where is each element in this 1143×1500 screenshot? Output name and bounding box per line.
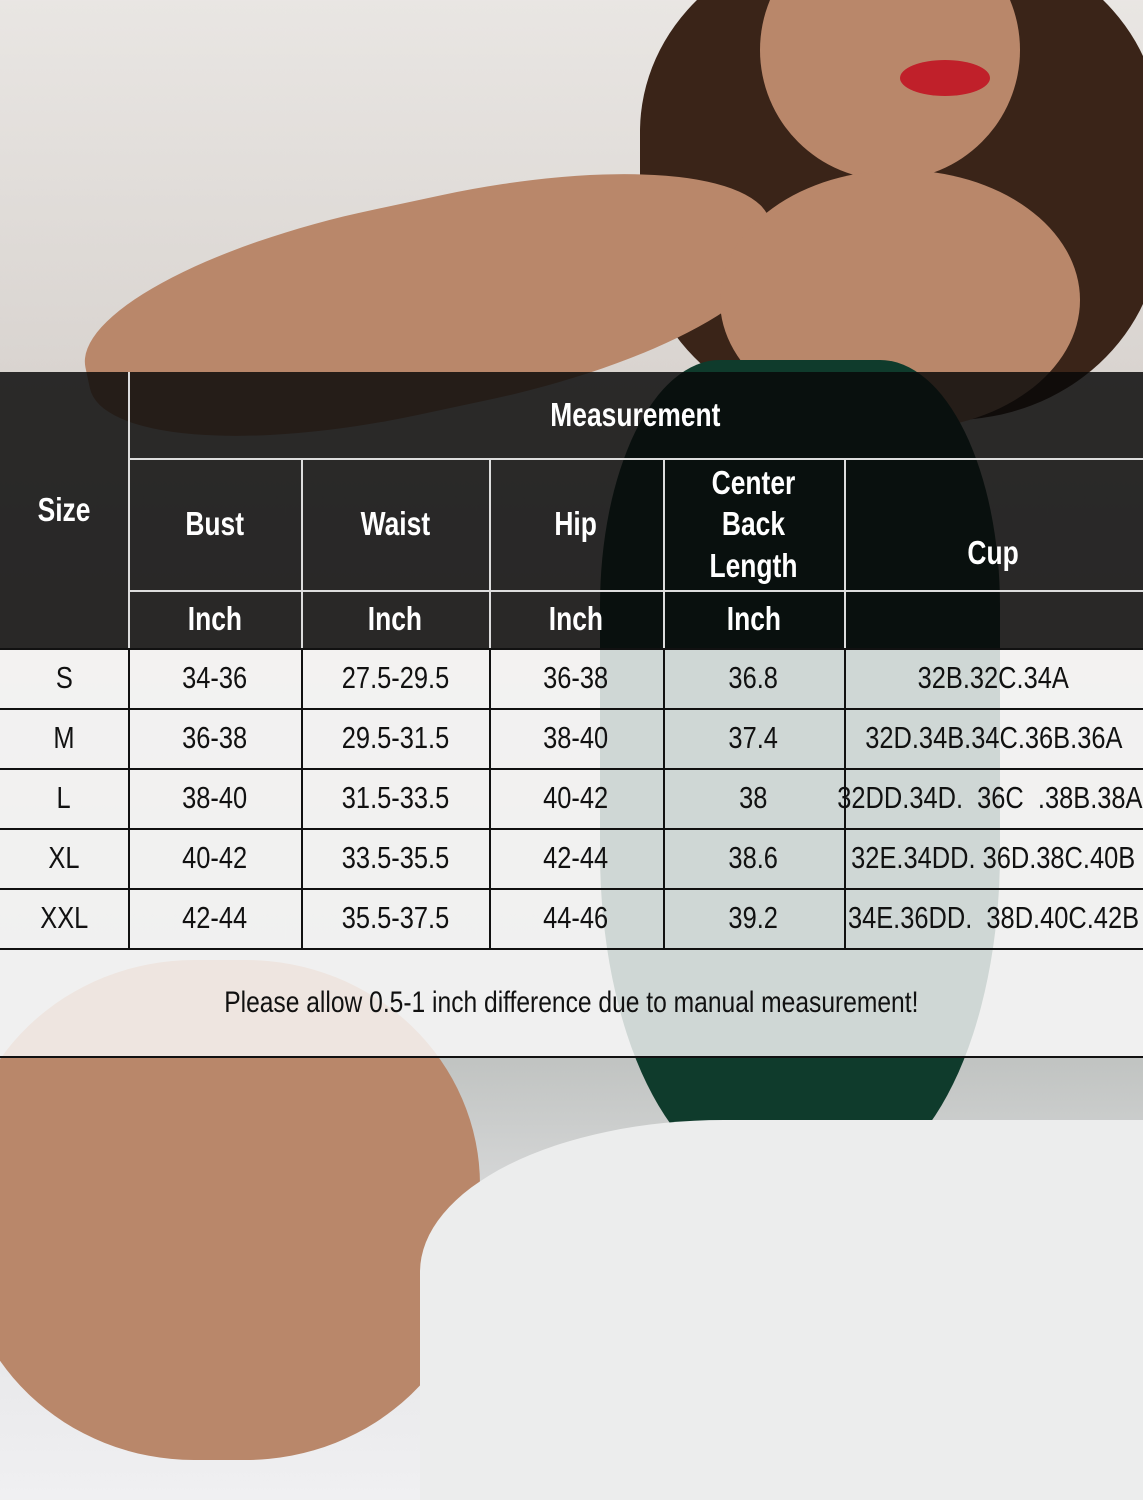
cell-length: 38 xyxy=(739,780,768,815)
measurement-header: Measurement xyxy=(550,396,721,434)
column-header-hip: Hip xyxy=(554,505,598,543)
cell-waist: 27.5-29.5 xyxy=(341,660,449,695)
cell-size: M xyxy=(53,720,75,755)
cell-waist: 29.5-31.5 xyxy=(341,720,449,755)
cell-hip: 40-42 xyxy=(543,780,609,815)
cell-waist: 33.5-35.5 xyxy=(341,840,449,875)
measurement-note: Please allow 0.5-1 inch difference due t… xyxy=(224,986,919,1019)
cell-hip: 42-44 xyxy=(543,840,609,875)
cell-bust: 36-38 xyxy=(181,720,248,755)
unit-label: Inch xyxy=(367,600,423,638)
cell-size: L xyxy=(56,780,72,815)
cell-waist: 35.5-37.5 xyxy=(341,900,449,935)
unit-label: Inch xyxy=(548,600,604,638)
column-header-waist: Waist xyxy=(360,505,430,543)
cell-size: XXL xyxy=(39,900,89,935)
cell-cup: 32B.32C.34A xyxy=(917,660,1070,695)
lips xyxy=(900,60,990,96)
cell-hip: 44-46 xyxy=(543,900,609,935)
cell-length: 38.6 xyxy=(728,840,779,875)
unit-label: Inch xyxy=(726,600,781,638)
unit-label: Inch xyxy=(187,600,242,638)
cell-cup: 32E.34DD. 36D.38C.40B xyxy=(851,840,1136,875)
cell-length: 36.8 xyxy=(728,660,779,695)
column-header-bust: Bust xyxy=(185,505,244,543)
cell-cup: 34E.36DD. 38D.40C.42B xyxy=(847,900,1140,935)
cell-size: XL xyxy=(48,840,80,875)
cell-bust: 34-36 xyxy=(181,660,248,695)
cell-length: 37.4 xyxy=(728,720,779,755)
cell-hip: 38-40 xyxy=(543,720,609,755)
size-chart-table: Size Measurement Bust Waist Hip Center B… xyxy=(0,372,1143,1058)
column-header-cup: Cup xyxy=(967,534,1020,572)
cell-length: 39.2 xyxy=(728,900,779,935)
cell-cup: 32D.34B.34C.36B.36A xyxy=(864,720,1123,755)
cell-hip: 36-38 xyxy=(543,660,609,695)
size-header: Size xyxy=(37,491,91,529)
cell-waist: 31.5-33.5 xyxy=(341,780,449,815)
cell-bust: 40-42 xyxy=(181,840,248,875)
cell-bust: 42-44 xyxy=(181,900,248,935)
cell-cup: 32DD.34D. 36C .38B.38A. xyxy=(837,780,1143,815)
column-header-length: Center Back Length xyxy=(709,464,798,584)
cell-bust: 38-40 xyxy=(181,780,248,815)
cell-size: S xyxy=(55,660,73,695)
